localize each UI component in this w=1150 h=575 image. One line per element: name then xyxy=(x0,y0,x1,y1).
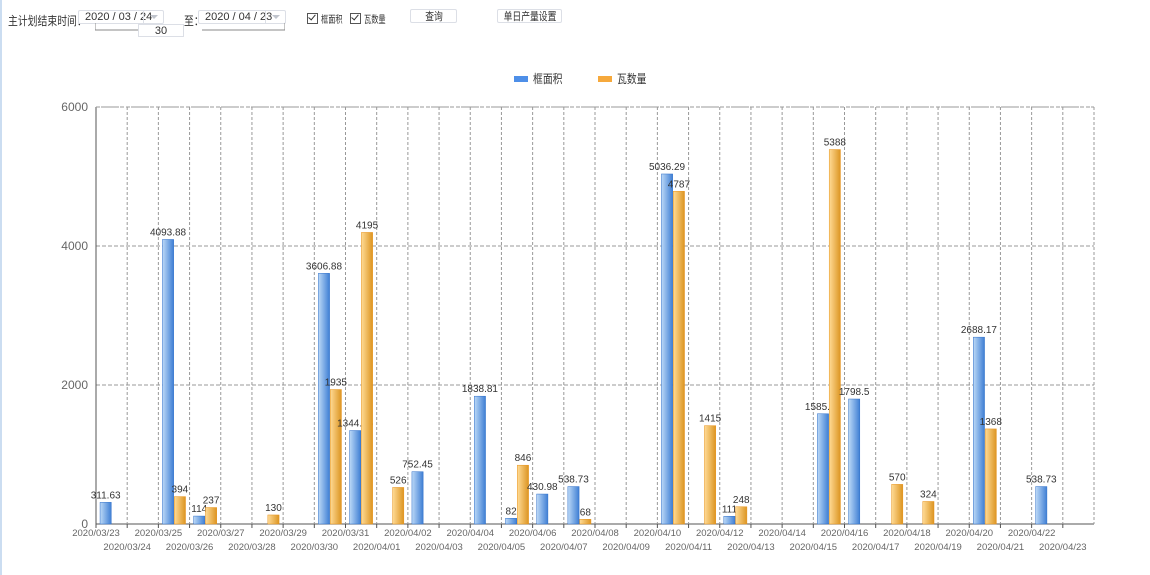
svg-text:2020/04/12: 2020/04/12 xyxy=(696,528,744,539)
svg-text:5036.29: 5036.29 xyxy=(649,162,686,173)
svg-text:2020/04/10: 2020/04/10 xyxy=(634,528,682,539)
svg-text:324: 324 xyxy=(920,489,937,500)
svg-text:2020/04/07: 2020/04/07 xyxy=(540,542,588,553)
svg-text:2020/03/30: 2020/03/30 xyxy=(291,542,339,553)
svg-text:2020/04/22: 2020/04/22 xyxy=(1008,528,1056,539)
svg-text:2020/04/18: 2020/04/18 xyxy=(883,528,931,539)
svg-text:2020/04/01: 2020/04/01 xyxy=(353,542,401,553)
svg-text:1415: 1415 xyxy=(699,414,722,425)
svg-text:1368: 1368 xyxy=(980,417,1003,428)
svg-text:4000: 4000 xyxy=(61,239,88,253)
svg-text:2020/04/17: 2020/04/17 xyxy=(852,542,900,553)
svg-text:6000: 6000 xyxy=(61,100,88,114)
svg-text:4195: 4195 xyxy=(356,220,379,231)
svg-text:2020/04/23: 2020/04/23 xyxy=(1039,542,1087,553)
svg-text:68: 68 xyxy=(580,507,592,518)
svg-text:248: 248 xyxy=(733,495,750,506)
svg-text:2020/04/06: 2020/04/06 xyxy=(509,528,557,539)
svg-text:2020/04/02: 2020/04/02 xyxy=(384,528,432,539)
svg-text:3606.88: 3606.88 xyxy=(306,261,343,272)
svg-text:2020/04/05: 2020/04/05 xyxy=(478,542,526,553)
svg-text:2020/04/03: 2020/04/03 xyxy=(415,542,463,553)
svg-text:430.98: 430.98 xyxy=(527,482,558,493)
svg-text:2020/03/25: 2020/03/25 xyxy=(135,528,183,539)
svg-text:752.45: 752.45 xyxy=(402,460,433,471)
svg-text:237: 237 xyxy=(203,496,220,507)
svg-text:4787: 4787 xyxy=(668,179,691,190)
svg-text:5388: 5388 xyxy=(824,138,847,149)
svg-text:1838.81: 1838.81 xyxy=(462,384,499,395)
svg-text:130: 130 xyxy=(265,503,282,514)
svg-text:2020/04/13: 2020/04/13 xyxy=(727,542,775,553)
svg-text:2020/04/16: 2020/04/16 xyxy=(821,528,869,539)
svg-text:2020/04/08: 2020/04/08 xyxy=(571,528,619,539)
svg-text:311.63: 311.63 xyxy=(91,490,121,501)
svg-text:2688.17: 2688.17 xyxy=(961,325,998,336)
svg-text:526: 526 xyxy=(390,475,407,486)
svg-text:2020/03/31: 2020/03/31 xyxy=(322,528,370,539)
svg-text:4093.88: 4093.88 xyxy=(150,227,187,238)
svg-text:2020/04/21: 2020/04/21 xyxy=(977,542,1025,553)
svg-text:2020/04/19: 2020/04/19 xyxy=(914,542,962,553)
svg-text:2000: 2000 xyxy=(61,378,88,392)
svg-text:2020/04/04: 2020/04/04 xyxy=(446,528,494,539)
svg-text:2020/03/23: 2020/03/23 xyxy=(72,528,120,539)
svg-text:2020/03/26: 2020/03/26 xyxy=(166,542,214,553)
svg-text:1798.5: 1798.5 xyxy=(839,387,870,398)
svg-text:538.73: 538.73 xyxy=(1026,475,1057,486)
svg-text:394: 394 xyxy=(172,485,189,496)
svg-text:82: 82 xyxy=(506,506,518,517)
svg-text:2020/03/27: 2020/03/27 xyxy=(197,528,245,539)
svg-text:111: 111 xyxy=(722,504,738,515)
svg-text:2020/04/14: 2020/04/14 xyxy=(758,528,806,539)
svg-text:2020/03/29: 2020/03/29 xyxy=(259,528,307,539)
svg-text:2020/03/28: 2020/03/28 xyxy=(228,542,276,553)
svg-text:538.73: 538.73 xyxy=(558,475,589,486)
svg-text:570: 570 xyxy=(889,472,906,483)
svg-text:1935: 1935 xyxy=(325,378,348,389)
svg-text:2020/04/11: 2020/04/11 xyxy=(665,542,712,553)
svg-text:2020/04/20: 2020/04/20 xyxy=(945,528,993,539)
svg-text:2020/04/15: 2020/04/15 xyxy=(790,542,838,553)
svg-text:2020/04/09: 2020/04/09 xyxy=(602,542,650,553)
svg-text:846: 846 xyxy=(515,453,532,464)
svg-text:2020/03/24: 2020/03/24 xyxy=(103,542,151,553)
